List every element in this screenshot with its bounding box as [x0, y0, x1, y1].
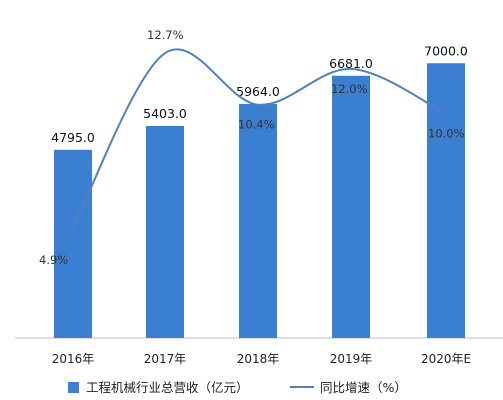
x-tick-label: 2016年 — [52, 352, 95, 366]
growth-rate-line — [72, 48, 447, 229]
x-tick-label: 2019年 — [330, 352, 373, 366]
bar-data-labels: 4795.0 5403.0 5964.0 6681.0 7000.0 — [51, 43, 468, 145]
bar-value-label: 6681.0 — [329, 56, 373, 71]
bar-series — [54, 63, 465, 339]
legend-line-label: 同比增速（%） — [320, 380, 407, 395]
bar-value-label: 5403.0 — [143, 106, 187, 121]
line-data-labels: 4.9% 12.7% 10.4% 12.0% 10.0% — [39, 28, 465, 267]
legend-bar-label: 工程机械行业总营收（亿元） — [86, 380, 249, 395]
x-tick-label: 2017年 — [144, 352, 187, 366]
bar — [146, 125, 184, 338]
bar — [427, 63, 465, 338]
legend: 工程机械行业总营收（亿元） 同比增速（%） — [68, 380, 407, 395]
growth-rate-label: 4.9% — [39, 253, 68, 267]
bar-value-label: 7000.0 — [424, 43, 468, 58]
x-tick-label: 2018年 — [237, 352, 280, 366]
growth-rate-label: 12.7% — [147, 28, 184, 42]
bar — [54, 149, 92, 338]
bar — [332, 75, 370, 338]
bar-value-label: 4795.0 — [51, 130, 95, 145]
growth-rate-label: 10.0% — [428, 127, 465, 141]
legend-bar-swatch — [68, 382, 79, 393]
x-tick-label: 2020年E — [421, 352, 471, 366]
bar — [239, 103, 277, 339]
bar-value-label: 5964.0 — [236, 84, 280, 99]
growth-rate-label: 12.0% — [331, 82, 368, 96]
x-axis-ticks: 2016年 2017年 2018年 2019年 2020年E — [52, 352, 471, 366]
growth-rate-label: 10.4% — [238, 118, 275, 132]
